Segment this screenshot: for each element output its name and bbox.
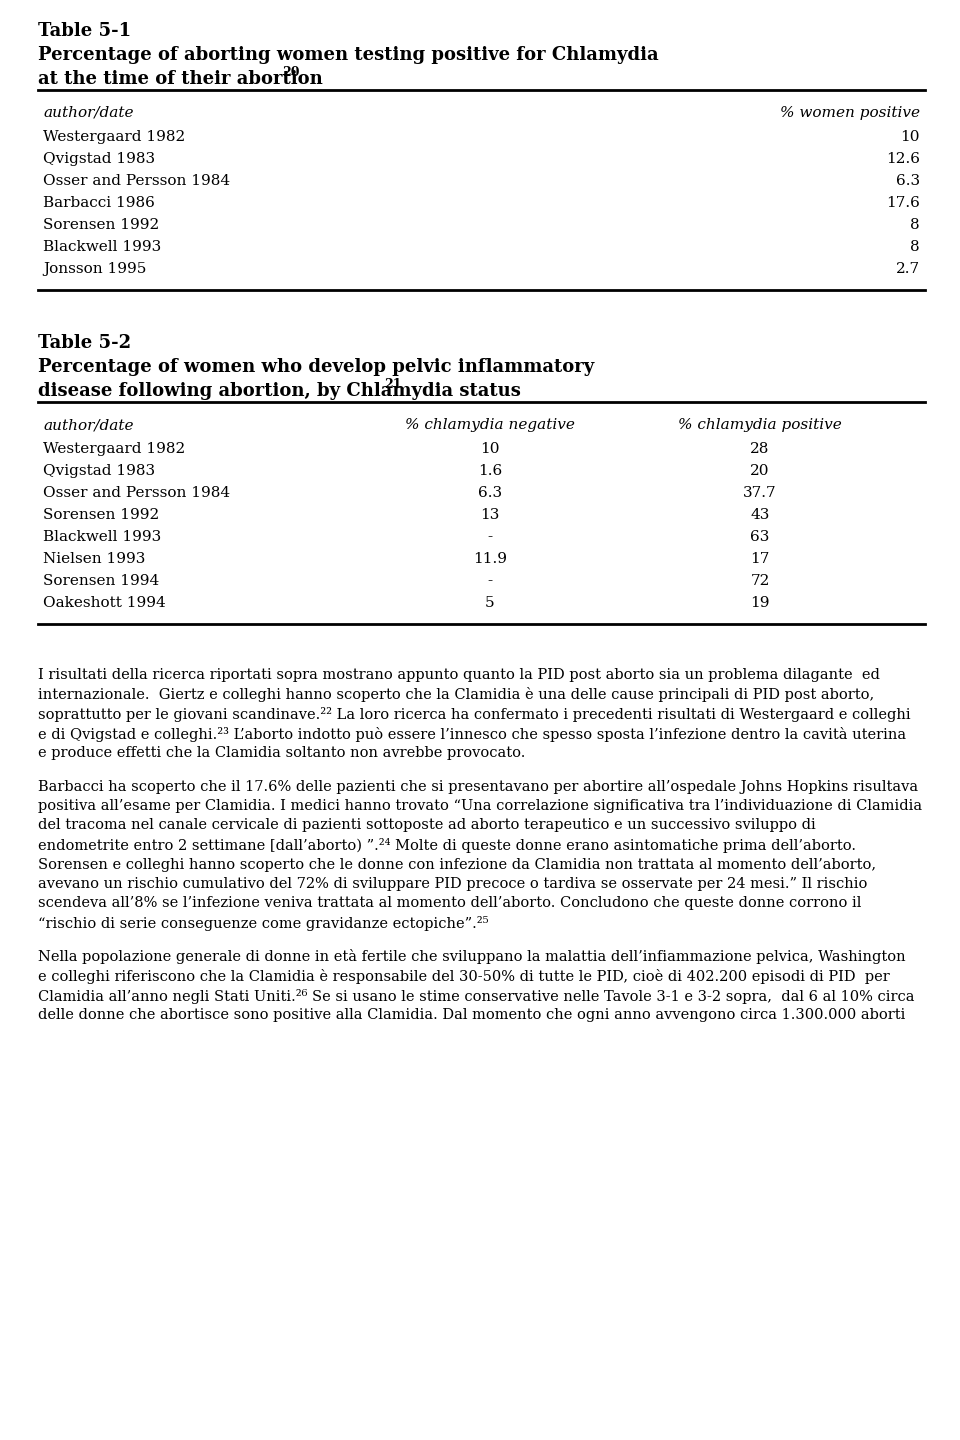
- Text: Percentage of aborting women testing positive for Chlamydia: Percentage of aborting women testing pos…: [38, 46, 659, 63]
- Text: Percentage of women who develop pelvic inflammatory: Percentage of women who develop pelvic i…: [38, 359, 594, 376]
- Text: 8: 8: [910, 217, 920, 232]
- Text: 12.6: 12.6: [886, 153, 920, 166]
- Text: 8: 8: [910, 240, 920, 253]
- Text: Blackwell 1993: Blackwell 1993: [43, 240, 161, 253]
- Text: Westergaard 1982: Westergaard 1982: [43, 442, 185, 456]
- Text: Blackwell 1993: Blackwell 1993: [43, 530, 161, 544]
- Text: Sorensen 1992: Sorensen 1992: [43, 508, 159, 523]
- Text: Sorensen e colleghi hanno scoperto che le donne con infezione da Clamidia non tr: Sorensen e colleghi hanno scoperto che l…: [38, 857, 876, 871]
- Text: delle donne che abortisce sono positive alla Clamidia. Dal momento che ogni anno: delle donne che abortisce sono positive …: [38, 1008, 905, 1022]
- Text: Westergaard 1982: Westergaard 1982: [43, 130, 185, 144]
- Text: 6.3: 6.3: [478, 487, 502, 500]
- Text: 1.6: 1.6: [478, 464, 502, 478]
- Text: Table 5-2: Table 5-2: [38, 334, 132, 351]
- Text: Jonsson 1995: Jonsson 1995: [43, 262, 146, 276]
- Text: Sorensen 1992: Sorensen 1992: [43, 217, 159, 232]
- Text: 17: 17: [751, 552, 770, 566]
- Text: % chlamydia negative: % chlamydia negative: [405, 418, 575, 432]
- Text: 13: 13: [480, 508, 500, 523]
- Text: e colleghi riferiscono che la Clamidia è responsabile del 30-50% di tutte le PID: e colleghi riferiscono che la Clamidia è…: [38, 969, 890, 984]
- Text: Qvigstad 1983: Qvigstad 1983: [43, 464, 156, 478]
- Text: Oakeshott 1994: Oakeshott 1994: [43, 596, 166, 611]
- Text: I risultati della ricerca riportati sopra mostrano appunto quanto la PID post ab: I risultati della ricerca riportati sopr…: [38, 668, 880, 683]
- Text: Nielsen 1993: Nielsen 1993: [43, 552, 145, 566]
- Text: Sorensen 1994: Sorensen 1994: [43, 575, 159, 588]
- Text: soprattutto per le giovani scandinave.²² La loro ricerca ha confermato i precede: soprattutto per le giovani scandinave.²²…: [38, 707, 911, 721]
- Text: 19: 19: [751, 596, 770, 611]
- Text: “rischio di serie conseguenze come gravidanze ectopiche”.²⁵: “rischio di serie conseguenze come gravi…: [38, 916, 489, 932]
- Text: -: -: [488, 530, 492, 544]
- Text: Clamidia all’anno negli Stati Uniti.²⁶ Se si usano le stime conservative nelle T: Clamidia all’anno negli Stati Uniti.²⁶ S…: [38, 988, 915, 1004]
- Text: internazionale.  Giertz e colleghi hanno scoperto che la Clamidia è una delle ca: internazionale. Giertz e colleghi hanno …: [38, 687, 875, 703]
- Text: 21: 21: [384, 377, 401, 392]
- Text: Nella popolazione generale di donne in età fertile che sviluppano la malattia de: Nella popolazione generale di donne in e…: [38, 949, 905, 965]
- Text: 72: 72: [751, 575, 770, 588]
- Text: Barbacci ha scoperto che il 17.6% delle pazienti che si presentavano per abortir: Barbacci ha scoperto che il 17.6% delle …: [38, 779, 918, 793]
- Text: 20: 20: [751, 464, 770, 478]
- Text: Qvigstad 1983: Qvigstad 1983: [43, 153, 156, 166]
- Text: 17.6: 17.6: [886, 196, 920, 210]
- Text: % women positive: % women positive: [780, 107, 920, 120]
- Text: e di Qvigstad e colleghi.²³ L’aborto indotto può essere l’innesco che spesso spo: e di Qvigstad e colleghi.²³ L’aborto ind…: [38, 727, 906, 742]
- Text: author/date: author/date: [43, 107, 133, 120]
- Text: Table 5-1: Table 5-1: [38, 22, 132, 40]
- Text: 5: 5: [485, 596, 494, 611]
- Text: 10: 10: [900, 130, 920, 144]
- Text: % chlamydia positive: % chlamydia positive: [678, 418, 842, 432]
- Text: positiva all’esame per Clamidia. I medici hanno trovato “Una correlazione signif: positiva all’esame per Clamidia. I medic…: [38, 799, 923, 814]
- Text: 10: 10: [480, 442, 500, 456]
- Text: at the time of their abortion: at the time of their abortion: [38, 71, 323, 88]
- Text: avevano un rischio cumulativo del 72% di sviluppare PID precoce o tardiva se oss: avevano un rischio cumulativo del 72% di…: [38, 877, 868, 891]
- Text: del tracoma nel canale cervicale di pazienti sottoposte ad aborto terapeutico e : del tracoma nel canale cervicale di pazi…: [38, 818, 816, 832]
- Text: 43: 43: [751, 508, 770, 523]
- Text: -: -: [488, 575, 492, 588]
- Text: 63: 63: [751, 530, 770, 544]
- Text: author/date: author/date: [43, 418, 133, 432]
- Text: disease following abortion, by Chlamydia status: disease following abortion, by Chlamydia…: [38, 382, 521, 400]
- Text: 6.3: 6.3: [896, 174, 920, 189]
- Text: 11.9: 11.9: [473, 552, 507, 566]
- Text: Osser and Persson 1984: Osser and Persson 1984: [43, 487, 230, 500]
- Text: e produce effetti che la Clamidia soltanto non avrebbe provocato.: e produce effetti che la Clamidia soltan…: [38, 746, 525, 760]
- Text: 20: 20: [282, 66, 300, 79]
- Text: Barbacci 1986: Barbacci 1986: [43, 196, 155, 210]
- Text: 2.7: 2.7: [896, 262, 920, 276]
- Text: 28: 28: [751, 442, 770, 456]
- Text: scendeva all’8% se l’infezione veniva trattata al momento dell’aborto. Concludon: scendeva all’8% se l’infezione veniva tr…: [38, 897, 861, 910]
- Text: Osser and Persson 1984: Osser and Persson 1984: [43, 174, 230, 189]
- Text: endometrite entro 2 settimane [dall’aborto) ”.²⁴ Molte di queste donne erano asi: endometrite entro 2 settimane [dall’abor…: [38, 838, 856, 852]
- Text: 37.7: 37.7: [743, 487, 777, 500]
